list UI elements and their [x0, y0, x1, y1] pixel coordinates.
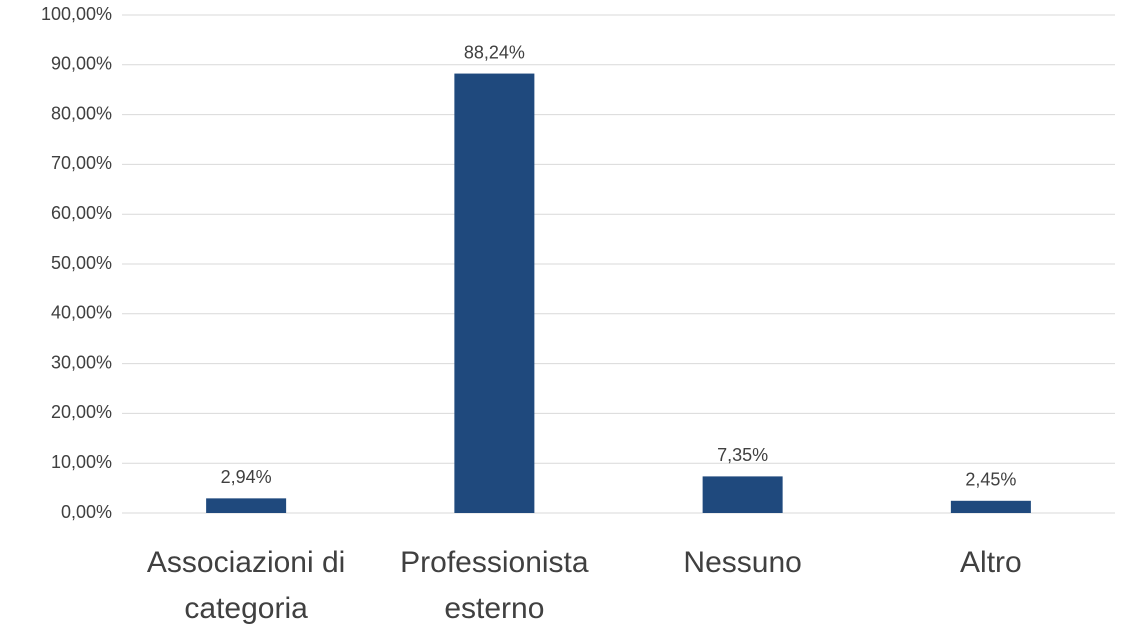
data-label: 2,94%	[221, 467, 272, 487]
y-tick-label: 50,00%	[51, 253, 112, 273]
data-label: 88,24%	[464, 42, 525, 62]
bar	[206, 498, 287, 513]
x-tick-label: Professionista esterno	[400, 546, 589, 625]
y-tick-label: 60,00%	[51, 203, 112, 223]
y-tick-label: 30,00%	[51, 352, 112, 372]
y-tick-label: 0,00%	[61, 502, 112, 522]
y-tick-label: 40,00%	[51, 303, 112, 323]
x-tick-label: Altro	[960, 546, 1022, 579]
x-tick-label: Associazioni di categoria	[146, 546, 346, 625]
x-tick-label: Nessuno	[683, 546, 802, 579]
bar	[702, 476, 783, 513]
y-tick-label: 100,00%	[41, 4, 112, 24]
bar	[950, 500, 1031, 513]
data-label: 2,45%	[965, 470, 1016, 490]
data-label: 7,35%	[717, 445, 768, 465]
y-tick-label: 20,00%	[51, 402, 112, 422]
y-tick-label: 10,00%	[51, 452, 112, 472]
y-tick-label: 70,00%	[51, 153, 112, 173]
y-tick-label: 90,00%	[51, 54, 112, 74]
bar	[454, 73, 535, 514]
y-tick-label: 80,00%	[51, 103, 112, 123]
